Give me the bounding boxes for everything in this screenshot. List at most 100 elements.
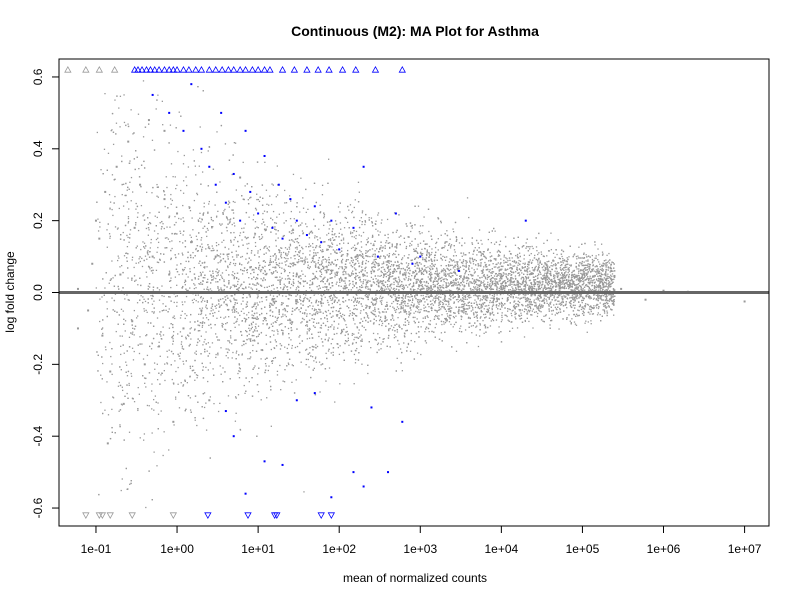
gene-point: [601, 265, 603, 267]
gene-point: [450, 276, 452, 278]
gene-point: [130, 200, 132, 202]
gene-point: [582, 272, 584, 274]
gene-point: [411, 240, 413, 243]
gene-point: [274, 276, 277, 279]
gene-point: [449, 305, 451, 308]
gene-point: [539, 282, 541, 284]
gene-point: [582, 264, 584, 266]
gene-point: [522, 245, 524, 247]
gene-point: [233, 272, 236, 275]
gene-point: [293, 241, 296, 243]
gene-point: [533, 301, 535, 303]
gene-point: [605, 264, 608, 266]
gene-point: [170, 163, 173, 165]
gene-point: [606, 277, 609, 279]
gene-point: [443, 278, 445, 280]
gene-point: [573, 289, 575, 291]
gene-point: [591, 281, 594, 284]
gene-point: [306, 258, 308, 260]
gene-point: [585, 273, 588, 276]
gene-point: [276, 370, 279, 372]
gene-point: [317, 251, 319, 254]
gene-point: [140, 204, 143, 207]
gene-point: [579, 261, 581, 264]
gene-point: [159, 222, 161, 224]
gene-point: [588, 263, 591, 266]
gene-point: [282, 288, 285, 290]
gene-point: [377, 214, 379, 216]
gene-point: [301, 260, 303, 262]
gene-point: [566, 283, 568, 285]
gene-point: [388, 252, 391, 255]
gene-point: [506, 299, 509, 301]
gene-point: [550, 310, 553, 312]
gene-point: [569, 297, 571, 299]
gene-point: [610, 270, 612, 272]
gene-point: [157, 241, 160, 244]
gene-point: [210, 218, 213, 221]
gene-point: [532, 272, 534, 275]
gene-point: [454, 261, 456, 263]
gene-point: [551, 283, 553, 285]
gene-point: [482, 253, 484, 255]
gene-point: [357, 275, 359, 277]
gene-point: [278, 213, 281, 215]
gene-point: [223, 301, 225, 303]
gene-point: [543, 277, 545, 279]
gene-point: [128, 241, 130, 243]
gene-point: [434, 326, 436, 329]
gene-point: [330, 299, 332, 301]
gene-point: [513, 304, 515, 307]
gene-point: [391, 314, 393, 316]
gene-point: [305, 348, 308, 350]
gene-point: [145, 309, 147, 311]
gene-point: [325, 266, 327, 268]
gene-point: [577, 277, 579, 280]
gene-point: [227, 309, 230, 311]
gene-point: [219, 256, 221, 258]
gene-point: [209, 396, 212, 398]
gene-point: [578, 296, 580, 299]
gene-point: [223, 302, 225, 304]
gene-point: [587, 270, 589, 273]
gene-point: [193, 298, 195, 300]
gene-point: [521, 309, 523, 311]
gene-point: [354, 323, 356, 325]
gene-point: [217, 410, 220, 413]
gene-point: [526, 313, 529, 315]
gene-point: [361, 212, 364, 214]
gene-point: [536, 288, 538, 290]
gene-point: [154, 368, 156, 370]
gene-point: [173, 315, 175, 317]
gene-point: [225, 355, 227, 357]
gene-point: [215, 353, 217, 356]
gene-point: [608, 252, 610, 255]
gene-point: [392, 306, 394, 308]
gene-point: [175, 396, 177, 398]
gene-point: [248, 242, 250, 245]
gene-point: [468, 305, 471, 307]
gene-point: [206, 227, 209, 230]
gene-point: [215, 307, 217, 309]
gene-point: [310, 302, 313, 304]
gene-point: [535, 265, 537, 268]
gene-point: [448, 284, 450, 286]
gene-point: [232, 271, 234, 273]
gene-point: [546, 274, 548, 276]
gene-point: [587, 260, 589, 262]
gene-point: [402, 288, 405, 291]
gene-point: [411, 301, 413, 304]
gene-point: [597, 248, 599, 250]
gene-point: [377, 212, 380, 214]
gene-point: [437, 249, 439, 251]
gene-point: [324, 296, 326, 299]
gene-point: [473, 287, 476, 289]
gene-point: [162, 303, 164, 305]
gene-point: [391, 283, 393, 285]
gene-point: [292, 263, 295, 265]
gene-point: [182, 242, 184, 244]
gene-point: [355, 278, 357, 281]
gene-point: [232, 351, 234, 354]
gene-point: [255, 327, 257, 329]
gene-point: [573, 293, 575, 296]
